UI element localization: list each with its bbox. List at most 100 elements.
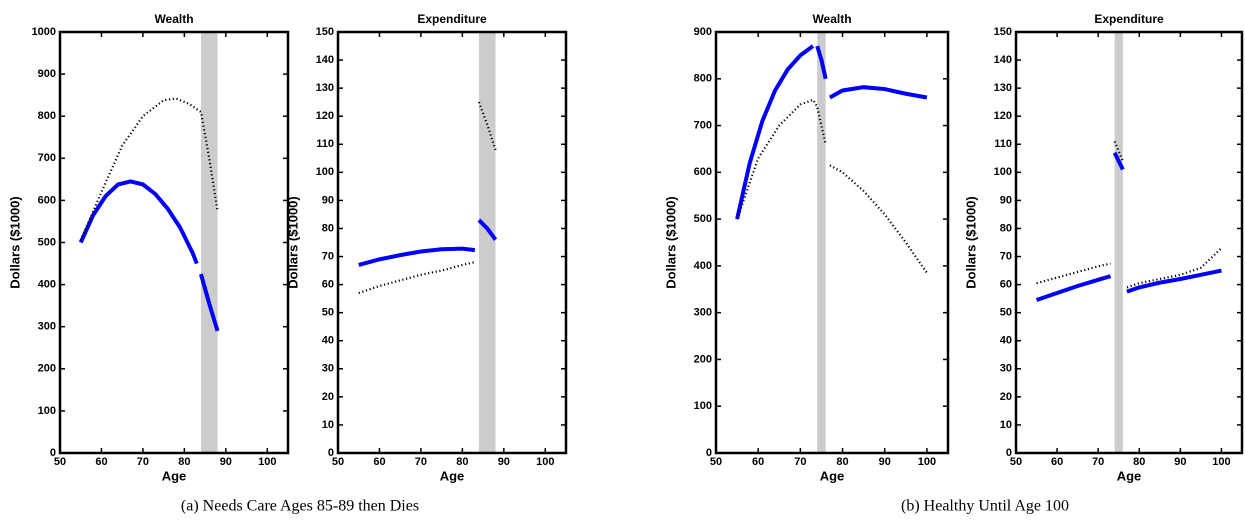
dotted-line (79, 97, 219, 241)
x-tick-label: 70 (137, 456, 149, 468)
y-tick-label: 120 (316, 110, 334, 122)
x-tick-label: 50 (710, 456, 722, 468)
solid-line (358, 218, 498, 267)
y-tick-label: 120 (994, 110, 1012, 122)
dotted-line (736, 98, 928, 274)
axes-box (336, 30, 568, 455)
x-tick-label: 50 (332, 456, 344, 468)
dotted-line (1036, 141, 1223, 289)
plot: 50 60 70 80 90 100010020030040050060070080090… (663, 12, 950, 483)
x-tick-label: 80 (1133, 456, 1145, 468)
solid-line (735, 44, 928, 220)
y-tick-label: 200 (38, 363, 56, 375)
x-tick-label: 90 (879, 456, 891, 468)
x-tick-label: 90 (220, 456, 232, 468)
x-axis-label: Age (440, 468, 465, 483)
x-tick-label: 90 (498, 456, 510, 468)
y-tick-label: 140 (994, 54, 1012, 66)
axes-box (1014, 30, 1244, 455)
y-tick-label: 60 (1000, 279, 1012, 291)
y-axis-label: Dollars ($1000) (285, 196, 300, 289)
axes-box (714, 30, 950, 455)
y-tick-label: 100 (316, 166, 334, 178)
y-tick-label: 30 (1000, 363, 1012, 375)
y-tick-label: 0 (1006, 447, 1012, 459)
x-tick-label: 60 (1051, 456, 1063, 468)
solid-line (1035, 151, 1222, 302)
chart-title: Expenditure (1094, 12, 1164, 26)
y-tick-label: 20 (322, 391, 334, 403)
y-tick-label: 90 (322, 194, 334, 206)
y-tick-label: 80 (322, 222, 334, 234)
x-tick-label: 70 (415, 456, 427, 468)
x-tick-label: 100 (536, 456, 554, 468)
x-tick-label: 50 (1010, 456, 1022, 468)
y-tick-label: 0 (706, 447, 712, 459)
x-tick-label: 80 (178, 456, 190, 468)
y-tick-label: 200 (694, 353, 712, 365)
y-tick-label: 130 (316, 82, 334, 94)
y-axis-label: Dollars ($1000) (963, 196, 978, 289)
y-tick-label: 800 (38, 110, 56, 122)
y-tick-label: 0 (328, 447, 334, 459)
y-tick-label: 40 (1000, 335, 1012, 347)
y-tick-label: 100 (694, 400, 712, 412)
y-axis-label: Dollars ($1000) (663, 196, 678, 289)
y-tick-label: 700 (38, 152, 56, 164)
y-tick-label: 110 (316, 138, 334, 150)
y-tick-label: 30 (322, 363, 334, 375)
y-tick-label: 150 (316, 26, 334, 38)
plot: 50 60 70 80 90 100010020030040050060070080090… (7, 12, 290, 483)
y-tick-label: 500 (38, 236, 56, 248)
x-tick-label: 60 (373, 456, 385, 468)
plot: 50 60 70 80 90 100 0 10 20 30 40 50 60 70 80 90 100 110 12… (285, 12, 568, 483)
shade-band (200, 32, 218, 453)
x-axis-label: Age (820, 468, 845, 483)
y-tick-label: 500 (694, 213, 712, 225)
y-tick-label: 20 (1000, 391, 1012, 403)
x-tick-label: 100 (918, 456, 936, 468)
shade-band (478, 32, 496, 453)
x-axis-label: Age (1117, 468, 1142, 483)
y-tick-label: 150 (994, 26, 1012, 38)
y-tick-label: 900 (38, 68, 56, 80)
x-axis-label: Age (162, 468, 187, 483)
y-tick-label: 70 (1000, 250, 1012, 262)
plot: 50 60 70 80 90 100 0 10 20 30 40 50 60 70 80 90 100 110 12… (963, 12, 1244, 483)
y-tick-label: 60 (322, 279, 334, 291)
y-tick-label: 110 (994, 138, 1012, 150)
y-tick-label: 1000 (32, 26, 56, 38)
chart-title: Expenditure (417, 12, 487, 26)
y-tick-label: 140 (316, 54, 334, 66)
y-tick-label: 130 (994, 82, 1012, 94)
x-tick-label: 80 (456, 456, 468, 468)
x-tick-label: 80 (836, 456, 848, 468)
y-tick-label: 100 (994, 166, 1012, 178)
x-tick-label: 90 (1174, 456, 1186, 468)
y-tick-label: 10 (1000, 419, 1012, 431)
y-tick-label: 300 (694, 307, 712, 319)
y-tick-label: 80 (1000, 222, 1012, 234)
shade-band (817, 32, 826, 453)
solid-line (78, 179, 220, 332)
y-axis-label: Dollars ($1000) (7, 196, 22, 289)
x-tick-label: 70 (794, 456, 806, 468)
y-tick-label: 900 (694, 26, 712, 38)
y-tick-label: 0 (50, 447, 56, 459)
y-tick-label: 70 (322, 250, 334, 262)
caption: (a) Needs Care Ages 85-89 then Dies (181, 498, 419, 515)
dotted-line (358, 101, 497, 295)
x-tick-label: 100 (1212, 456, 1230, 468)
x-tick-label: 70 (1092, 456, 1104, 468)
x-tick-label: 100 (258, 456, 276, 468)
y-tick-label: 800 (694, 73, 712, 85)
y-tick-label: 700 (694, 119, 712, 131)
y-tick-label: 90 (1000, 194, 1012, 206)
x-tick-label: 60 (95, 456, 107, 468)
y-tick-label: 300 (38, 321, 56, 333)
y-tick-label: 100 (38, 405, 56, 417)
shade-band (1114, 32, 1123, 453)
y-tick-label: 600 (694, 166, 712, 178)
axes-box (58, 30, 290, 455)
x-tick-label: 60 (752, 456, 764, 468)
